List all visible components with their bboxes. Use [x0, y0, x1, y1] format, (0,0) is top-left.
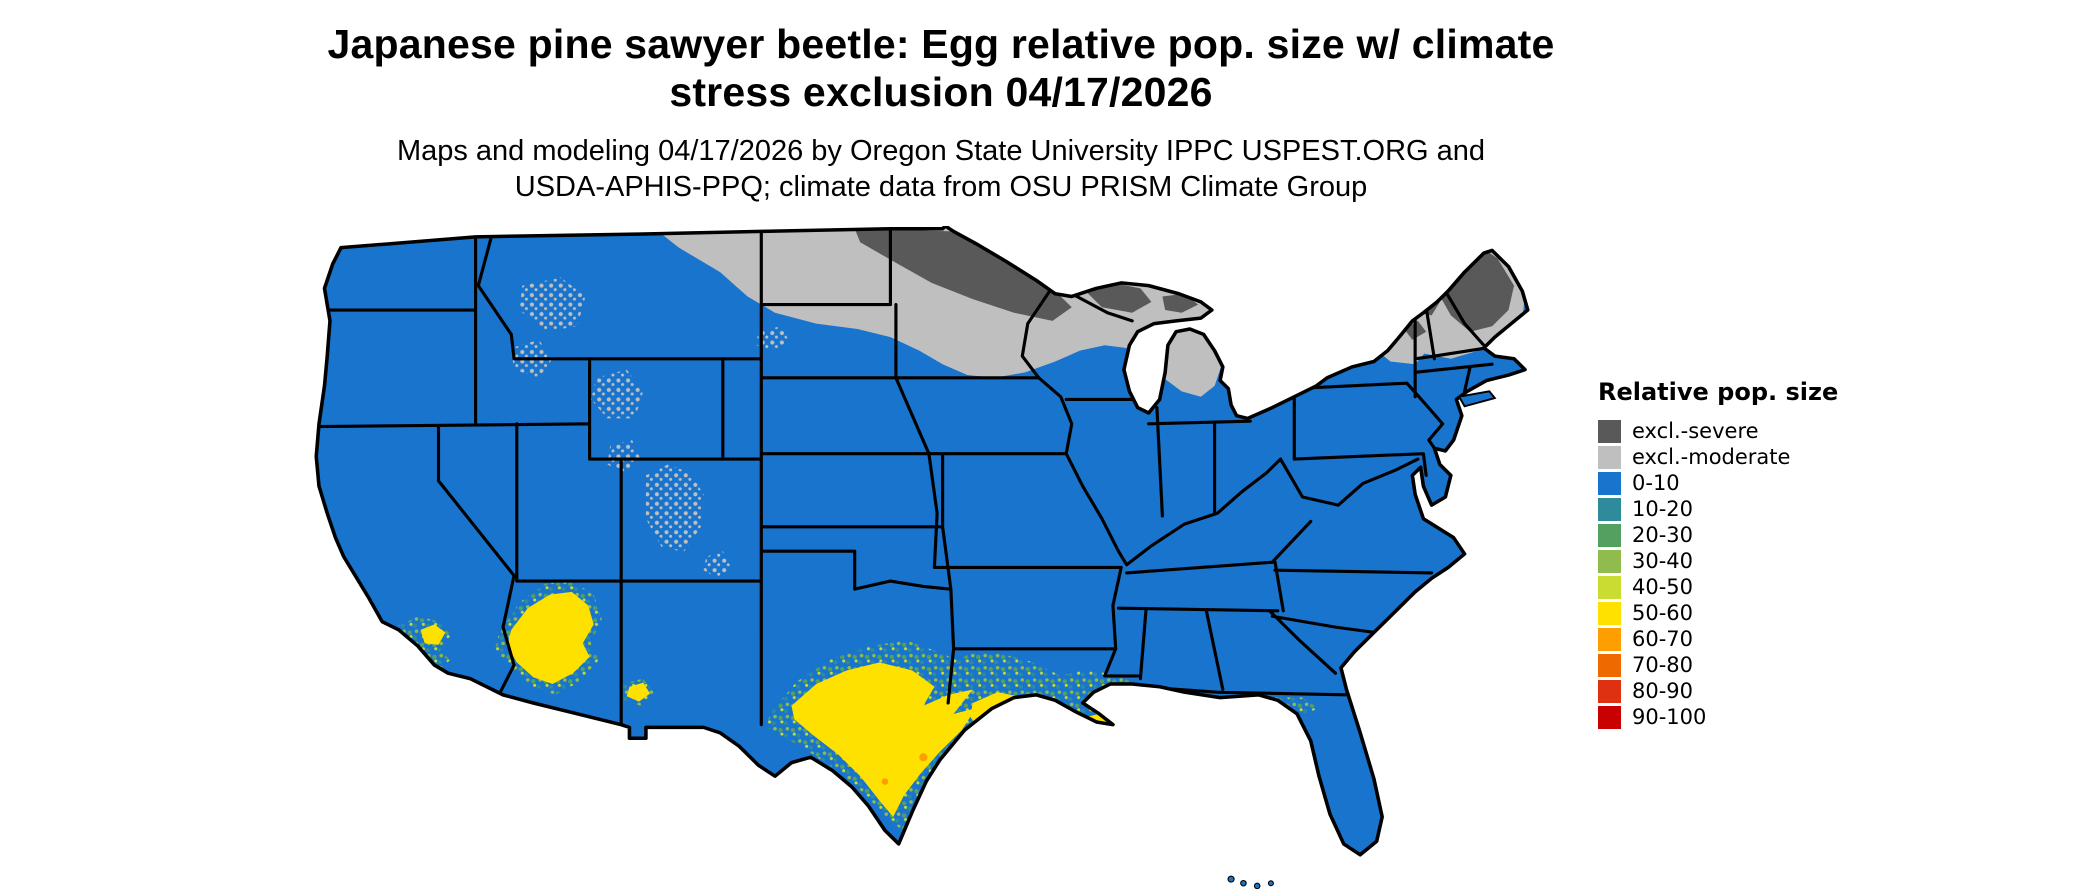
map-title-line1: Japanese pine sawyer beetle: Egg relativ…	[327, 21, 1555, 67]
legend-item-30-40: 30-40	[1598, 548, 1838, 574]
legend-item-70-80: 70-80	[1598, 652, 1838, 678]
legend-label: 30-40	[1632, 549, 1694, 573]
legend-label: excl.-moderate	[1632, 445, 1791, 469]
legend-item-excl-moderate: excl.-moderate	[1598, 444, 1838, 470]
legend-swatch	[1598, 471, 1621, 495]
legend-item-80-90: 80-90	[1598, 678, 1838, 704]
yellow-new-mexico	[626, 682, 651, 702]
legend-label: excl.-severe	[1632, 419, 1759, 443]
florida-keys	[1227, 875, 1274, 890]
legend-label: 20-30	[1632, 523, 1694, 547]
legend-item-40-50: 40-50	[1598, 574, 1838, 600]
map-subtitle-line1: Maps and modeling 04/17/2026 by Oregon S…	[396, 134, 1486, 167]
legend-swatch	[1598, 705, 1621, 729]
legend-swatch	[1598, 523, 1621, 547]
orange-speck-2	[919, 753, 928, 762]
legend-label: 60-70	[1632, 627, 1694, 651]
legend-item-20-30: 20-30	[1598, 522, 1838, 548]
title-block: Japanese pine sawyer beetle: Egg relativ…	[0, 20, 1882, 205]
legend-label: 50-60	[1632, 601, 1694, 625]
orange-speck-1	[1007, 717, 1016, 727]
yellow-texas-gulf-plain	[791, 662, 976, 817]
legend-label: 90-100	[1632, 705, 1707, 729]
legend-swatch	[1598, 627, 1621, 651]
excl-severe-minnesota	[854, 228, 1072, 321]
legend-label: 10-20	[1632, 497, 1694, 521]
legend-item-60-70: 60-70	[1598, 626, 1838, 652]
map-subtitle-line2: USDA-APHIS-PPQ; climate data from OSU PR…	[514, 171, 1368, 203]
legend-swatch	[1598, 575, 1621, 599]
legend-swatch	[1598, 601, 1621, 625]
excl-moderate-mountain-speckles	[511, 277, 789, 579]
us-map-svg	[314, 226, 1530, 890]
legend-swatch	[1598, 497, 1621, 521]
orange-speck-3	[881, 778, 889, 785]
map-title-line2: stress exclusion 04/17/2026	[669, 69, 1213, 116]
yellow-central-florida	[1217, 743, 1270, 831]
legend-label: 80-90	[1632, 679, 1694, 703]
legend-swatch	[1598, 549, 1621, 573]
excl-severe-upper-michigan-1	[1085, 282, 1152, 313]
legend-item-0-10: 0-10	[1598, 470, 1838, 496]
us-map	[308, 226, 1558, 890]
map-subtitle: Maps and modeling 04/17/2026 by Oregon S…	[0, 133, 1882, 206]
legend-item-90-100: 90-100	[1598, 704, 1838, 730]
legend-swatch	[1598, 445, 1621, 469]
legend-label: 70-80	[1632, 653, 1694, 677]
legend-item-excl-severe: excl.-severe	[1598, 418, 1838, 444]
map-legend: Relative pop. size excl.-severe excl.-mo…	[1598, 378, 1838, 730]
legend-label: 0-10	[1632, 471, 1680, 495]
long-island	[1457, 390, 1497, 408]
legend-item-10-20: 10-20	[1598, 496, 1838, 522]
state-borders	[316, 227, 1494, 729]
legend-swatch	[1598, 653, 1621, 677]
legend-swatch	[1598, 679, 1621, 703]
yellow-socal-1	[420, 624, 446, 645]
legend-item-50-60: 50-60	[1598, 600, 1838, 626]
legend-swatch	[1598, 419, 1621, 443]
legend-title: Relative pop. size	[1598, 378, 1839, 406]
yellow-arizona	[507, 591, 594, 685]
legend-label: 40-50	[1632, 575, 1694, 599]
yellow-louisiana	[970, 692, 1064, 750]
